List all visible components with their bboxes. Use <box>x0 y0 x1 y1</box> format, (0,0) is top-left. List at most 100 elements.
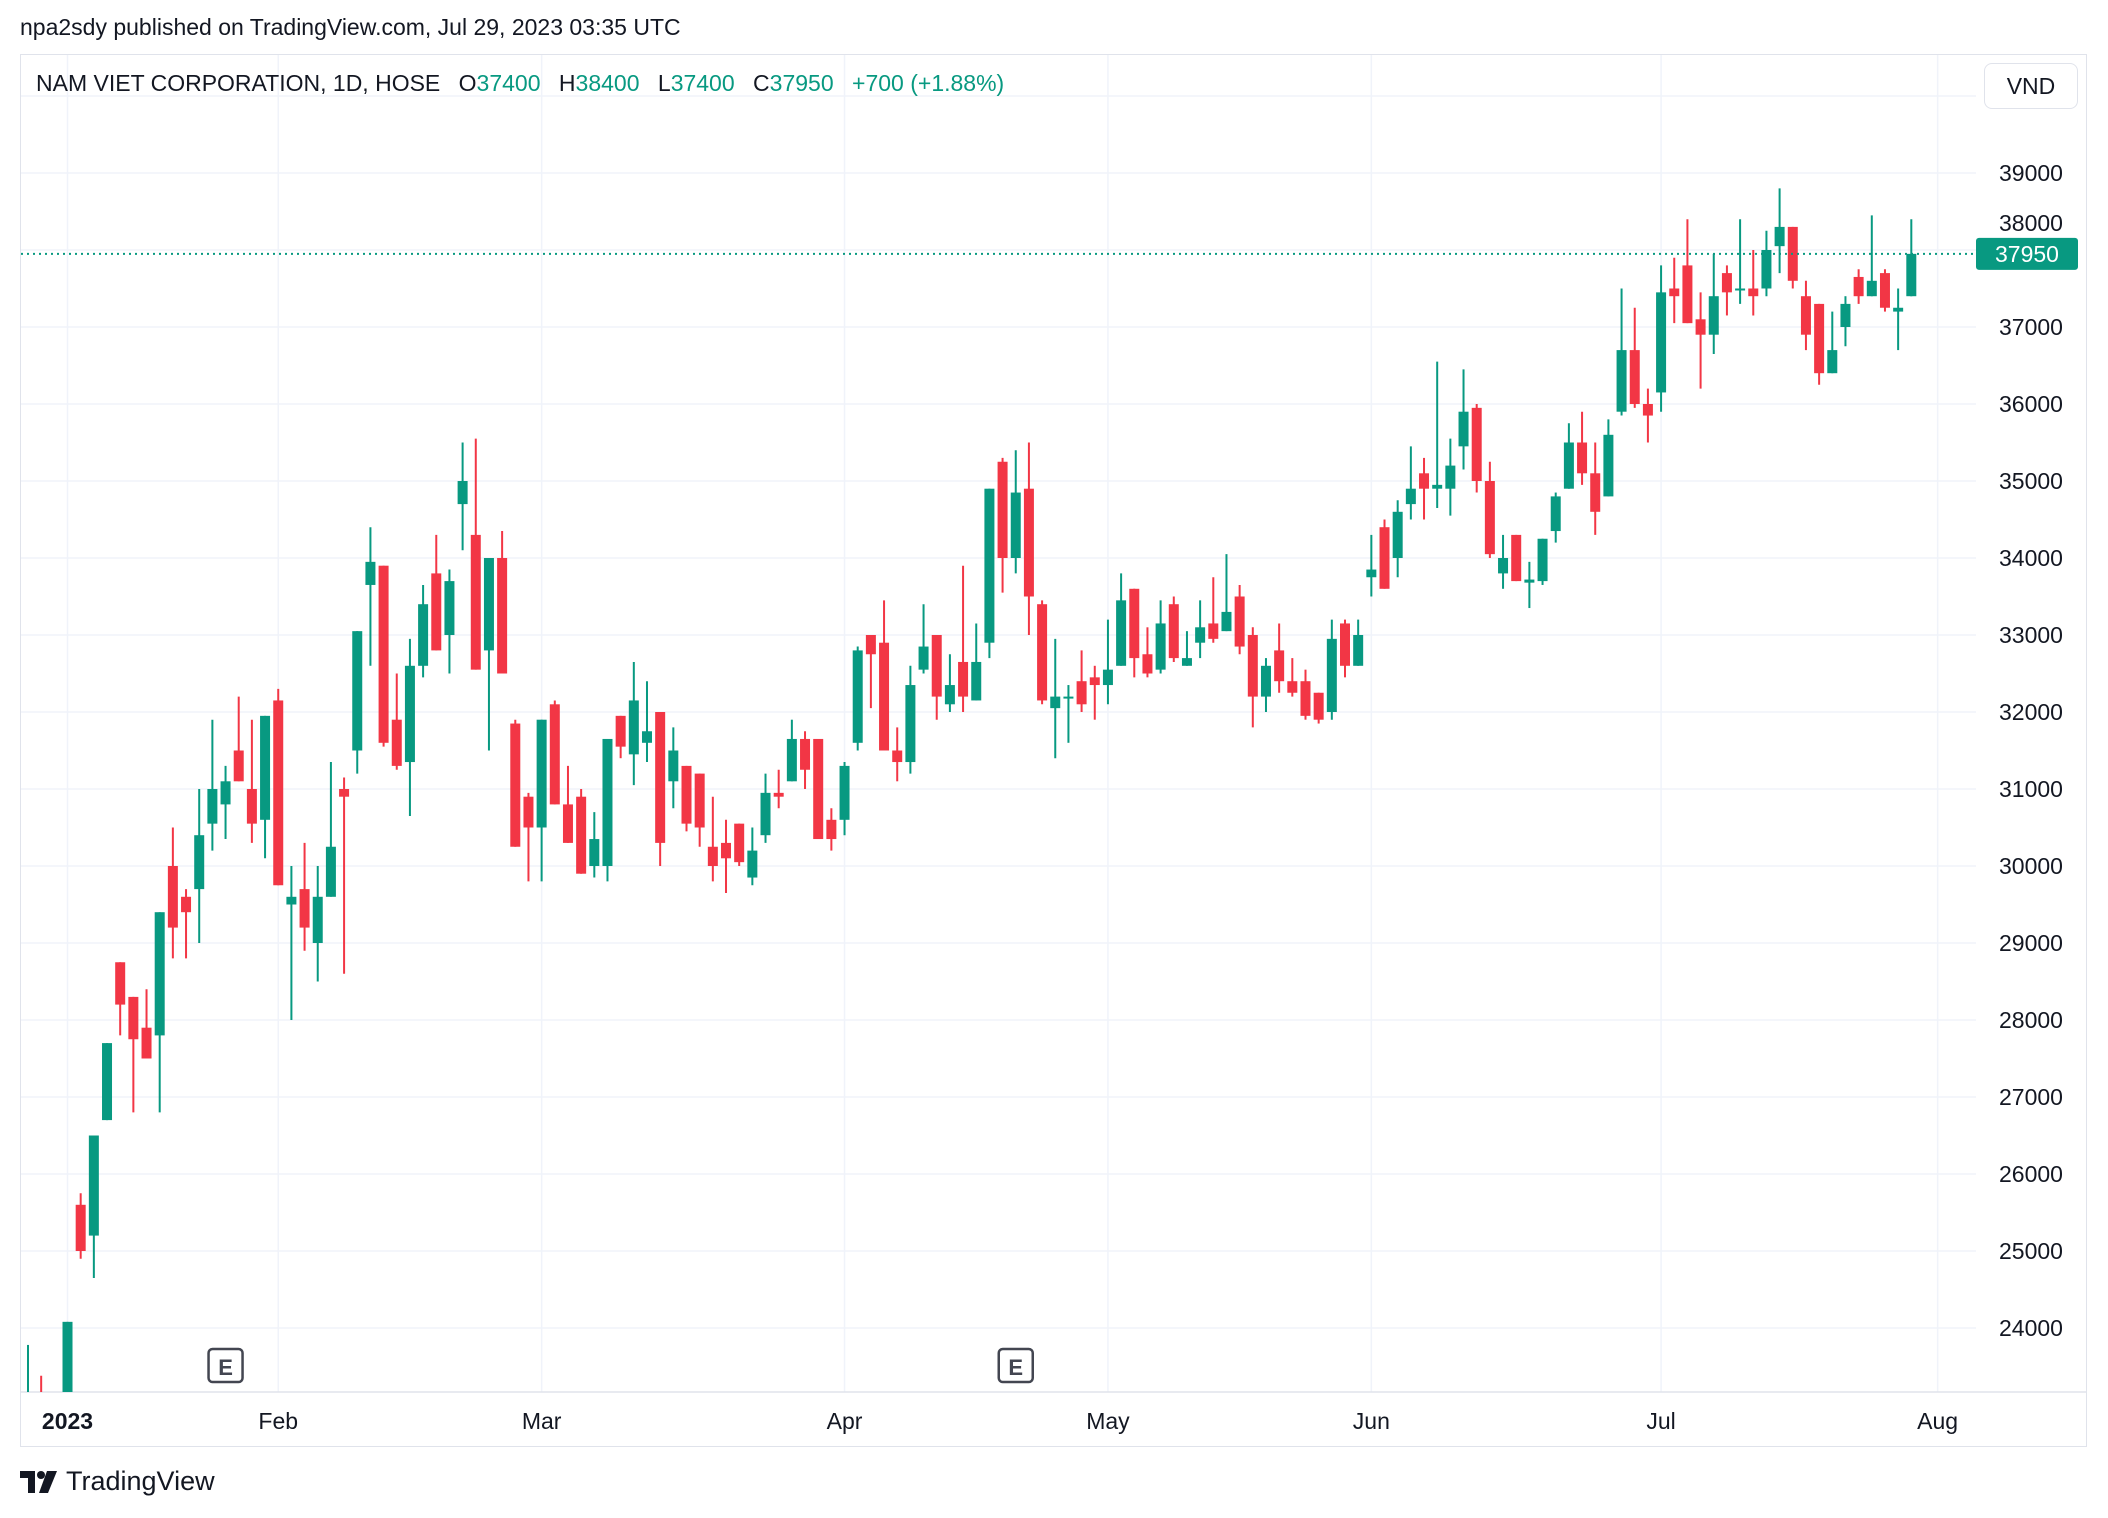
candle <box>1089 665 1100 720</box>
candle <box>747 827 758 886</box>
time-tick-label: Aug <box>1917 1408 1958 1434</box>
candle-body <box>852 650 863 743</box>
candle-body <box>1155 623 1166 670</box>
earnings-marker[interactable]: E <box>207 1347 244 1384</box>
candle-body <box>418 604 429 666</box>
currency-button[interactable]: VND <box>1984 63 2078 109</box>
candle-body <box>1893 307 1904 312</box>
candle <box>1234 584 1245 655</box>
candle <box>1419 457 1430 520</box>
earnings-marker-box <box>207 1347 244 1384</box>
candle <box>1142 627 1153 678</box>
candle-body <box>1010 492 1021 558</box>
candle-body <box>971 661 982 701</box>
candle-body <box>1142 654 1153 674</box>
candle <box>1682 219 1693 324</box>
candle-body <box>1405 488 1416 505</box>
candle <box>431 534 442 651</box>
candle <box>1827 311 1838 374</box>
candle-body <box>260 715 271 820</box>
earnings-marker[interactable]: E <box>997 1347 1034 1384</box>
price-tick-label: 24000 <box>1999 1315 2063 1341</box>
candle <box>1445 438 1456 516</box>
candle <box>1563 423 1574 489</box>
candle-body <box>1445 465 1456 489</box>
candle <box>1616 288 1627 416</box>
candle <box>1260 658 1271 712</box>
candle <box>154 912 165 1113</box>
candle <box>260 715 271 859</box>
candle-body <box>1221 611 1232 632</box>
candle <box>879 600 890 751</box>
earnings-marker-label: E <box>218 1355 233 1380</box>
candle <box>1866 215 1877 297</box>
candle-body <box>299 889 310 928</box>
candle-body <box>1748 288 1759 297</box>
candle-body <box>931 635 942 697</box>
footer-brand[interactable]: TradingView <box>20 1466 215 1497</box>
candle <box>510 719 521 847</box>
price-tick-label: 37000 <box>1999 314 2063 340</box>
candle-body <box>576 796 587 874</box>
published-caption: npa2sdy published on TradingView.com, Ju… <box>20 14 681 40</box>
candle <box>1656 265 1667 412</box>
candle-body <box>75 1204 86 1251</box>
chart-frame <box>20 54 2087 1447</box>
price-tick-label: 38000 <box>1999 210 2063 236</box>
candle <box>1405 446 1416 520</box>
candle-body <box>1300 681 1311 716</box>
candle <box>1208 577 1219 643</box>
candle-body <box>944 685 955 705</box>
candle <box>325 762 336 897</box>
candle <box>1879 269 1890 312</box>
time-axis[interactable]: 2023 Feb Mar Apr May Jun Jul Aug <box>42 1408 1958 1434</box>
candle-body <box>1168 604 1179 659</box>
candle-body <box>1814 303 1825 374</box>
candle-body <box>1353 635 1364 666</box>
candle <box>1353 619 1364 666</box>
candle <box>207 719 218 851</box>
candle-body <box>1129 588 1140 659</box>
candle <box>958 565 969 712</box>
price-axis[interactable]: 24000 25000 26000 27000 28000 29000 30000 31000… <box>1999 160 2063 1341</box>
candle <box>1787 226 1798 289</box>
candle <box>299 842 310 951</box>
candle <box>1155 600 1166 674</box>
candle-body <box>1458 411 1469 447</box>
candle-body <box>1247 635 1258 697</box>
candle-body <box>1116 600 1127 666</box>
candle-body <box>892 750 903 763</box>
candle-body <box>760 792 771 836</box>
candle <box>1326 619 1337 720</box>
candle-body <box>1616 350 1627 412</box>
candle <box>1774 188 1785 274</box>
candle <box>1695 292 1706 389</box>
candle-body <box>483 558 494 651</box>
candle-body <box>1866 280 1877 297</box>
candle-body <box>1181 658 1192 666</box>
candle <box>1116 573 1127 666</box>
symbol-legend: NAM VIET CORPORATION, 1D, HOSE O37400 H3… <box>36 70 1004 97</box>
candle-body <box>773 792 784 797</box>
candle <box>1221 554 1232 632</box>
candle-body <box>1577 442 1588 474</box>
candle-body <box>800 738 811 770</box>
candle <box>1537 538 1548 585</box>
candle-body <box>734 823 745 863</box>
candle <box>971 623 982 701</box>
candle <box>628 661 639 786</box>
candle-body <box>1234 596 1245 647</box>
candle <box>1340 619 1350 678</box>
candle-body <box>1761 250 1772 289</box>
candle-body <box>1708 296 1719 335</box>
candle-body <box>1063 696 1074 699</box>
candle <box>286 866 297 1020</box>
candle <box>27 1344 29 1392</box>
time-tick-label: Mar <box>522 1408 562 1434</box>
candle-body <box>747 850 758 878</box>
candle <box>826 808 837 851</box>
price-tick-label: 31000 <box>1999 776 2063 802</box>
candle <box>365 527 376 666</box>
candle-body <box>1208 623 1219 639</box>
